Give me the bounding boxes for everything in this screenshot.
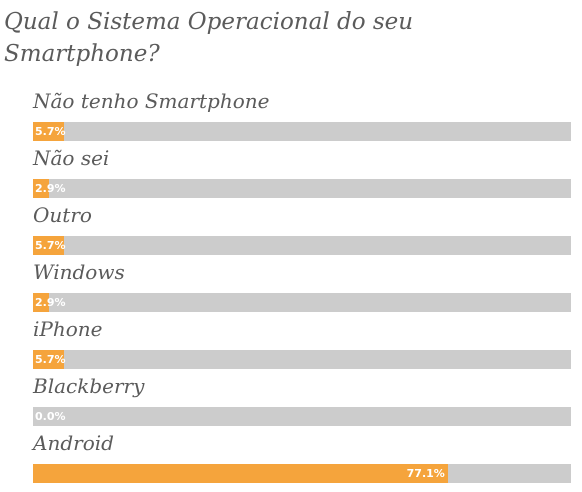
bar-value-label: 2.9% [35, 296, 66, 309]
bar-fill [33, 122, 64, 141]
poll-option-row: Outro 5.7% [33, 200, 571, 257]
poll-option-label: Não sei [33, 146, 110, 170]
bar-track: 5.7% [33, 236, 571, 255]
poll-results-chart: Não tenho Smartphone 5.7% Não sei 2.9% Outro… [33, 86, 571, 485]
poll-title: Qual o Sistema Operacional do seu Smartp… [4, 9, 414, 67]
bar-value-label: 5.7% [35, 125, 66, 138]
bar-track: 2.9% [33, 179, 571, 198]
bar-value-label: 5.7% [35, 239, 66, 252]
bar-value-label: 2.9% [35, 182, 66, 195]
poll-option-label: Não tenho Smartphone [33, 89, 270, 113]
poll-option-row: iPhone 5.7% [33, 314, 571, 371]
bar-fill [33, 293, 49, 312]
poll-option-label: Outro [33, 203, 92, 227]
poll-option-row: Não tenho Smartphone 5.7% [33, 86, 571, 143]
bar-track: 5.7% [33, 122, 571, 141]
bar-fill [33, 236, 64, 255]
bar-value-label: 0.0% [35, 410, 66, 423]
poll-option-label: Windows [33, 260, 125, 284]
bar-track: 0.0% [33, 407, 571, 426]
poll-option-row: Não sei 2.9% [33, 143, 571, 200]
bar-value-label: 5.7% [35, 353, 66, 366]
poll-option-row: Windows 2.9% [33, 257, 571, 314]
bar-fill [33, 464, 448, 483]
bar-value-label: 77.1% [406, 467, 445, 480]
poll-option-label: Blackberry [33, 374, 145, 398]
bar-fill [33, 350, 64, 369]
bar-track: 5.7% [33, 350, 571, 369]
bar-track: 77.1% [33, 464, 571, 483]
poll-option-label: iPhone [33, 317, 103, 341]
poll-option-row: Android 77.1% [33, 428, 571, 485]
poll-option-label: Android [33, 431, 114, 455]
bar-fill [33, 179, 49, 198]
bar-track: 2.9% [33, 293, 571, 312]
poll-option-row: Blackberry 0.0% [33, 371, 571, 428]
